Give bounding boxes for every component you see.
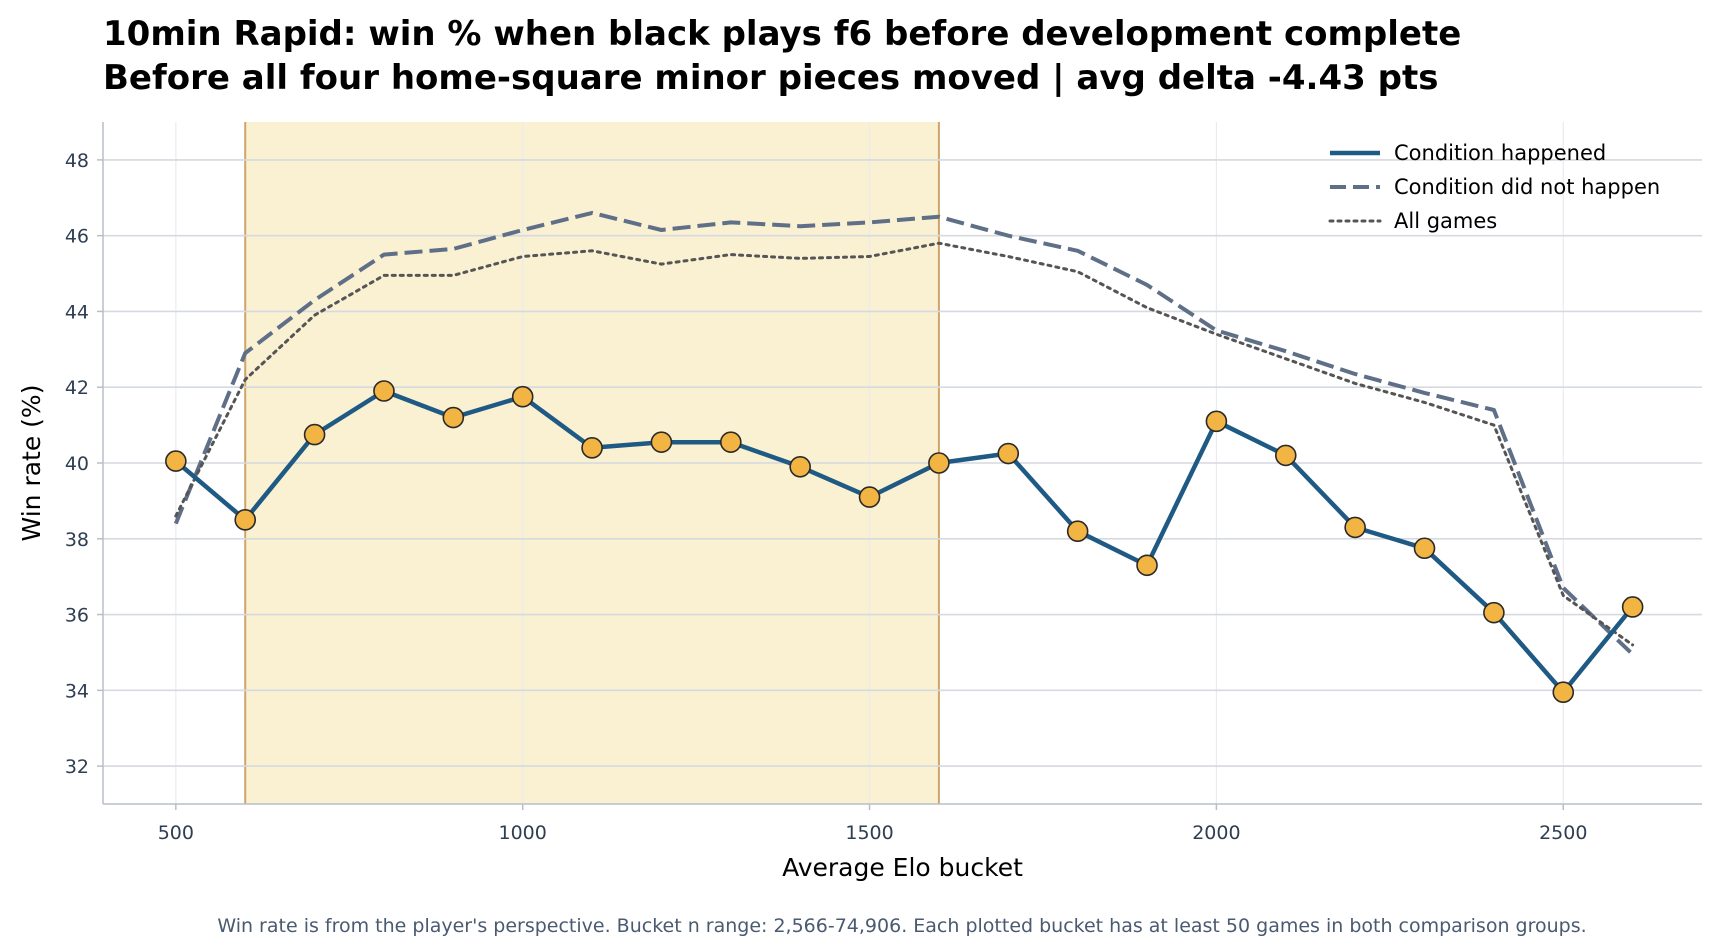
data-point [720, 431, 742, 453]
legend-label: Condition did not happen [1394, 175, 1660, 199]
data-point [997, 442, 1020, 465]
y-tick-label: 32 [65, 756, 89, 778]
data-point [1274, 444, 1297, 467]
data-point [928, 452, 950, 474]
y-tick-label: 48 [65, 150, 89, 172]
y-axis-label: Win rate (%) [17, 385, 46, 542]
data-point [581, 437, 603, 459]
data-point [1552, 681, 1575, 704]
legend-label: Condition happened [1394, 141, 1606, 165]
tick-labels: 500 1000 1500 2000 2500 32 34 36 38 40 42 44 46 48 [65, 150, 1588, 844]
legend-label: All games [1394, 209, 1497, 233]
data-point [1621, 596, 1644, 618]
gridlines [103, 122, 1702, 804]
y-tick-label: 34 [65, 680, 89, 702]
data-point [442, 406, 465, 429]
data-point [165, 450, 187, 472]
data-point [1483, 601, 1505, 624]
x-tick-label: 2500 [1539, 822, 1587, 844]
data-point [511, 385, 534, 408]
y-tick-label: 38 [65, 529, 89, 551]
x-tick-label: 500 [158, 822, 194, 844]
y-tick-label: 42 [65, 377, 89, 399]
series-line-condition-happened [174, 388, 1635, 695]
y-tick-label: 46 [65, 226, 89, 248]
data-point [303, 423, 326, 446]
y-tick-label: 44 [65, 301, 89, 323]
footnote: Win rate is from the player's perspectiv… [217, 915, 1586, 937]
data-point [650, 431, 673, 453]
x-tick-label: 1500 [845, 822, 893, 844]
chart-title: 10min Rapid: win % when black plays f6 b… [103, 12, 1461, 100]
x-tick-label: 2000 [1192, 822, 1240, 844]
x-tick-label: 1000 [499, 822, 547, 844]
y-tick-label: 36 [65, 605, 89, 627]
data-point [789, 455, 811, 478]
data-point [1344, 516, 1366, 539]
x-axis-label: Average Elo bucket [782, 853, 1023, 882]
series-line-all-games [174, 241, 1635, 647]
series-line-condition-not-happened [173, 210, 1634, 656]
data-point [858, 486, 881, 508]
data-point [1413, 537, 1436, 560]
data-point [234, 509, 257, 531]
legend: Condition happened Condition did not happ… [1328, 141, 1660, 233]
data-point [1066, 520, 1089, 543]
chart-title-line-2: Before all four home-square minor pieces… [103, 58, 1439, 98]
axes [97, 122, 1702, 810]
chart-title-line-1: 10min Rapid: win % when black plays f6 b… [103, 14, 1462, 54]
data-point [1136, 554, 1158, 577]
y-tick-label: 40 [65, 453, 89, 475]
series-group [165, 210, 1644, 704]
data-point [373, 380, 395, 402]
data-point [1205, 410, 1228, 433]
